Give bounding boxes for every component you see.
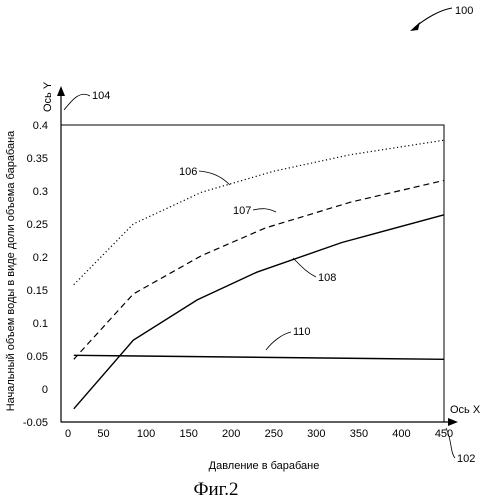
series-108-line <box>74 215 444 409</box>
x-tick-labels: 0 50 100 150 200 250 300 350 400 450 <box>65 428 453 440</box>
series-107-line <box>74 180 444 359</box>
series-108-ref-label: 108 <box>318 272 336 284</box>
x-tick-label: 150 <box>179 428 197 440</box>
y-tick-label: 0.25 <box>27 219 48 231</box>
series-layer <box>74 140 444 409</box>
x-axis-ref-number: 102 <box>457 453 475 465</box>
x-tick-label: 400 <box>392 428 410 440</box>
y-tick-label: 0.1 <box>33 318 48 330</box>
figure-ref-arrowhead <box>410 22 420 31</box>
figure-caption: Фиг.2 <box>193 479 238 500</box>
x-tick-label: 350 <box>350 428 368 440</box>
x-tick-label: 0 <box>65 428 71 440</box>
y-axis-label: Начальный объем воды в виде доли объема … <box>5 130 17 411</box>
y-tick-labels: -0.05 0 0.05 0.1 0.15 0.2 0.25 0.3 0.35 0.4 <box>23 120 48 429</box>
y-tick-label: 0.2 <box>33 252 48 264</box>
x-tick-label: 300 <box>307 428 325 440</box>
series-107-leader <box>253 209 276 212</box>
x-tick-label: 50 <box>97 428 109 440</box>
series-110-ref-label: 110 <box>293 326 311 338</box>
x-tick-label: 250 <box>265 428 283 440</box>
series-110-line <box>74 355 444 359</box>
series-106-ref-label: 106 <box>179 166 197 178</box>
series-107-ref-label: 107 <box>233 205 251 217</box>
y-tick-label: 0.15 <box>27 285 48 297</box>
y-axis-arrowhead <box>57 86 65 96</box>
series-106-leader <box>199 171 230 185</box>
figure-ref-arrow <box>414 8 452 28</box>
y-tick-label: -0.05 <box>23 417 48 429</box>
y-tick-label: 0.05 <box>27 351 48 363</box>
x-tick-label: 200 <box>222 428 240 440</box>
x-tick-label: 100 <box>137 428 155 440</box>
y-tick-label: 0.35 <box>27 153 48 165</box>
x-axis-label: Давление в барабане <box>209 460 320 472</box>
y-axis-ref-leader <box>64 94 90 110</box>
y-tick-label: 0.3 <box>33 186 48 198</box>
series-108-leader <box>293 258 316 277</box>
x-tick-label: 450 <box>435 428 453 440</box>
y-tick-label: 0 <box>42 384 48 396</box>
series-110-leader <box>266 332 291 350</box>
x-axis-arrowhead <box>448 418 458 426</box>
y-axis-ref-number: 104 <box>92 90 110 102</box>
y-axis-name: Ось Y <box>42 81 54 112</box>
figure-ref-number: 100 <box>455 5 473 17</box>
series-106-line <box>74 140 444 285</box>
y-tick-label: 0.4 <box>33 120 48 132</box>
x-axis-name: Ось X <box>450 404 481 416</box>
